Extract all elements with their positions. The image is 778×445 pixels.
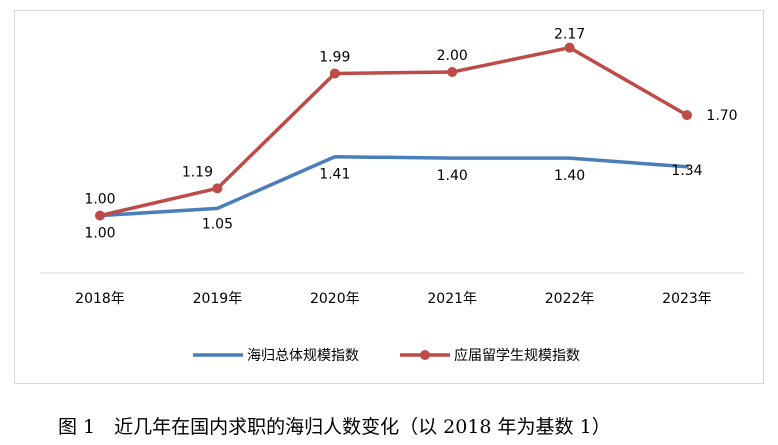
data-label: 2.17 [554,27,585,43]
data-labels: 1.00 1.05 1.41 1.40 1.40 1.34 1.00 1.19 1.99 2.00… [84,27,737,242]
data-point [329,68,340,79]
data-label: 1.19 [182,164,213,180]
figure-caption: 图 1 近几年在国内求职的海归人数变化（以 2018 年为基数 1） [58,416,611,438]
x-tick-label: 2018年 [75,291,125,307]
x-tick-label: 2019年 [193,291,243,307]
data-point [564,42,575,53]
data-label: 1.05 [202,216,233,232]
data-point [682,110,692,121]
x-tick-label: 2023年 [662,291,712,307]
x-tick-label: 2021年 [427,291,477,307]
series-line-0 [98,154,689,218]
data-point [447,67,458,78]
legend-marker [420,350,430,360]
legend-label: 海归总体规模指数 [247,347,359,364]
data-label: 1.34 [671,163,702,179]
x-tick-label: 2022年 [545,291,595,307]
legend: 海归总体规模指数 应届留学生规模指数 [193,347,580,364]
series-lines [95,42,692,221]
data-label: 2.00 [437,48,468,64]
legend-label: 应届留学生规模指数 [454,347,580,364]
data-label: 1.00 [84,192,115,208]
x-tick-label: 2020年 [310,291,360,307]
data-label: 1.40 [437,168,468,184]
data-label: 1.40 [554,168,585,184]
data-label: 1.70 [706,108,737,124]
x-axis-tick-labels: 2018年 2019年 2020年 2021年 2022年 2023年 [75,291,712,307]
data-point [212,183,223,194]
data-label: 1.99 [319,49,350,65]
data-label: 1.00 [84,226,115,242]
line-chart: 2018年 2019年 2020年 2021年 2022年 2023年 1.001.051… [41,27,745,364]
data-label: 1.41 [319,167,350,183]
series-line-1 [98,45,689,218]
chart-frame: 2018年 2019年 2020年 2021年 2022年 2023年 1.00 1.05 1… [14,10,764,384]
data-point [95,210,105,221]
